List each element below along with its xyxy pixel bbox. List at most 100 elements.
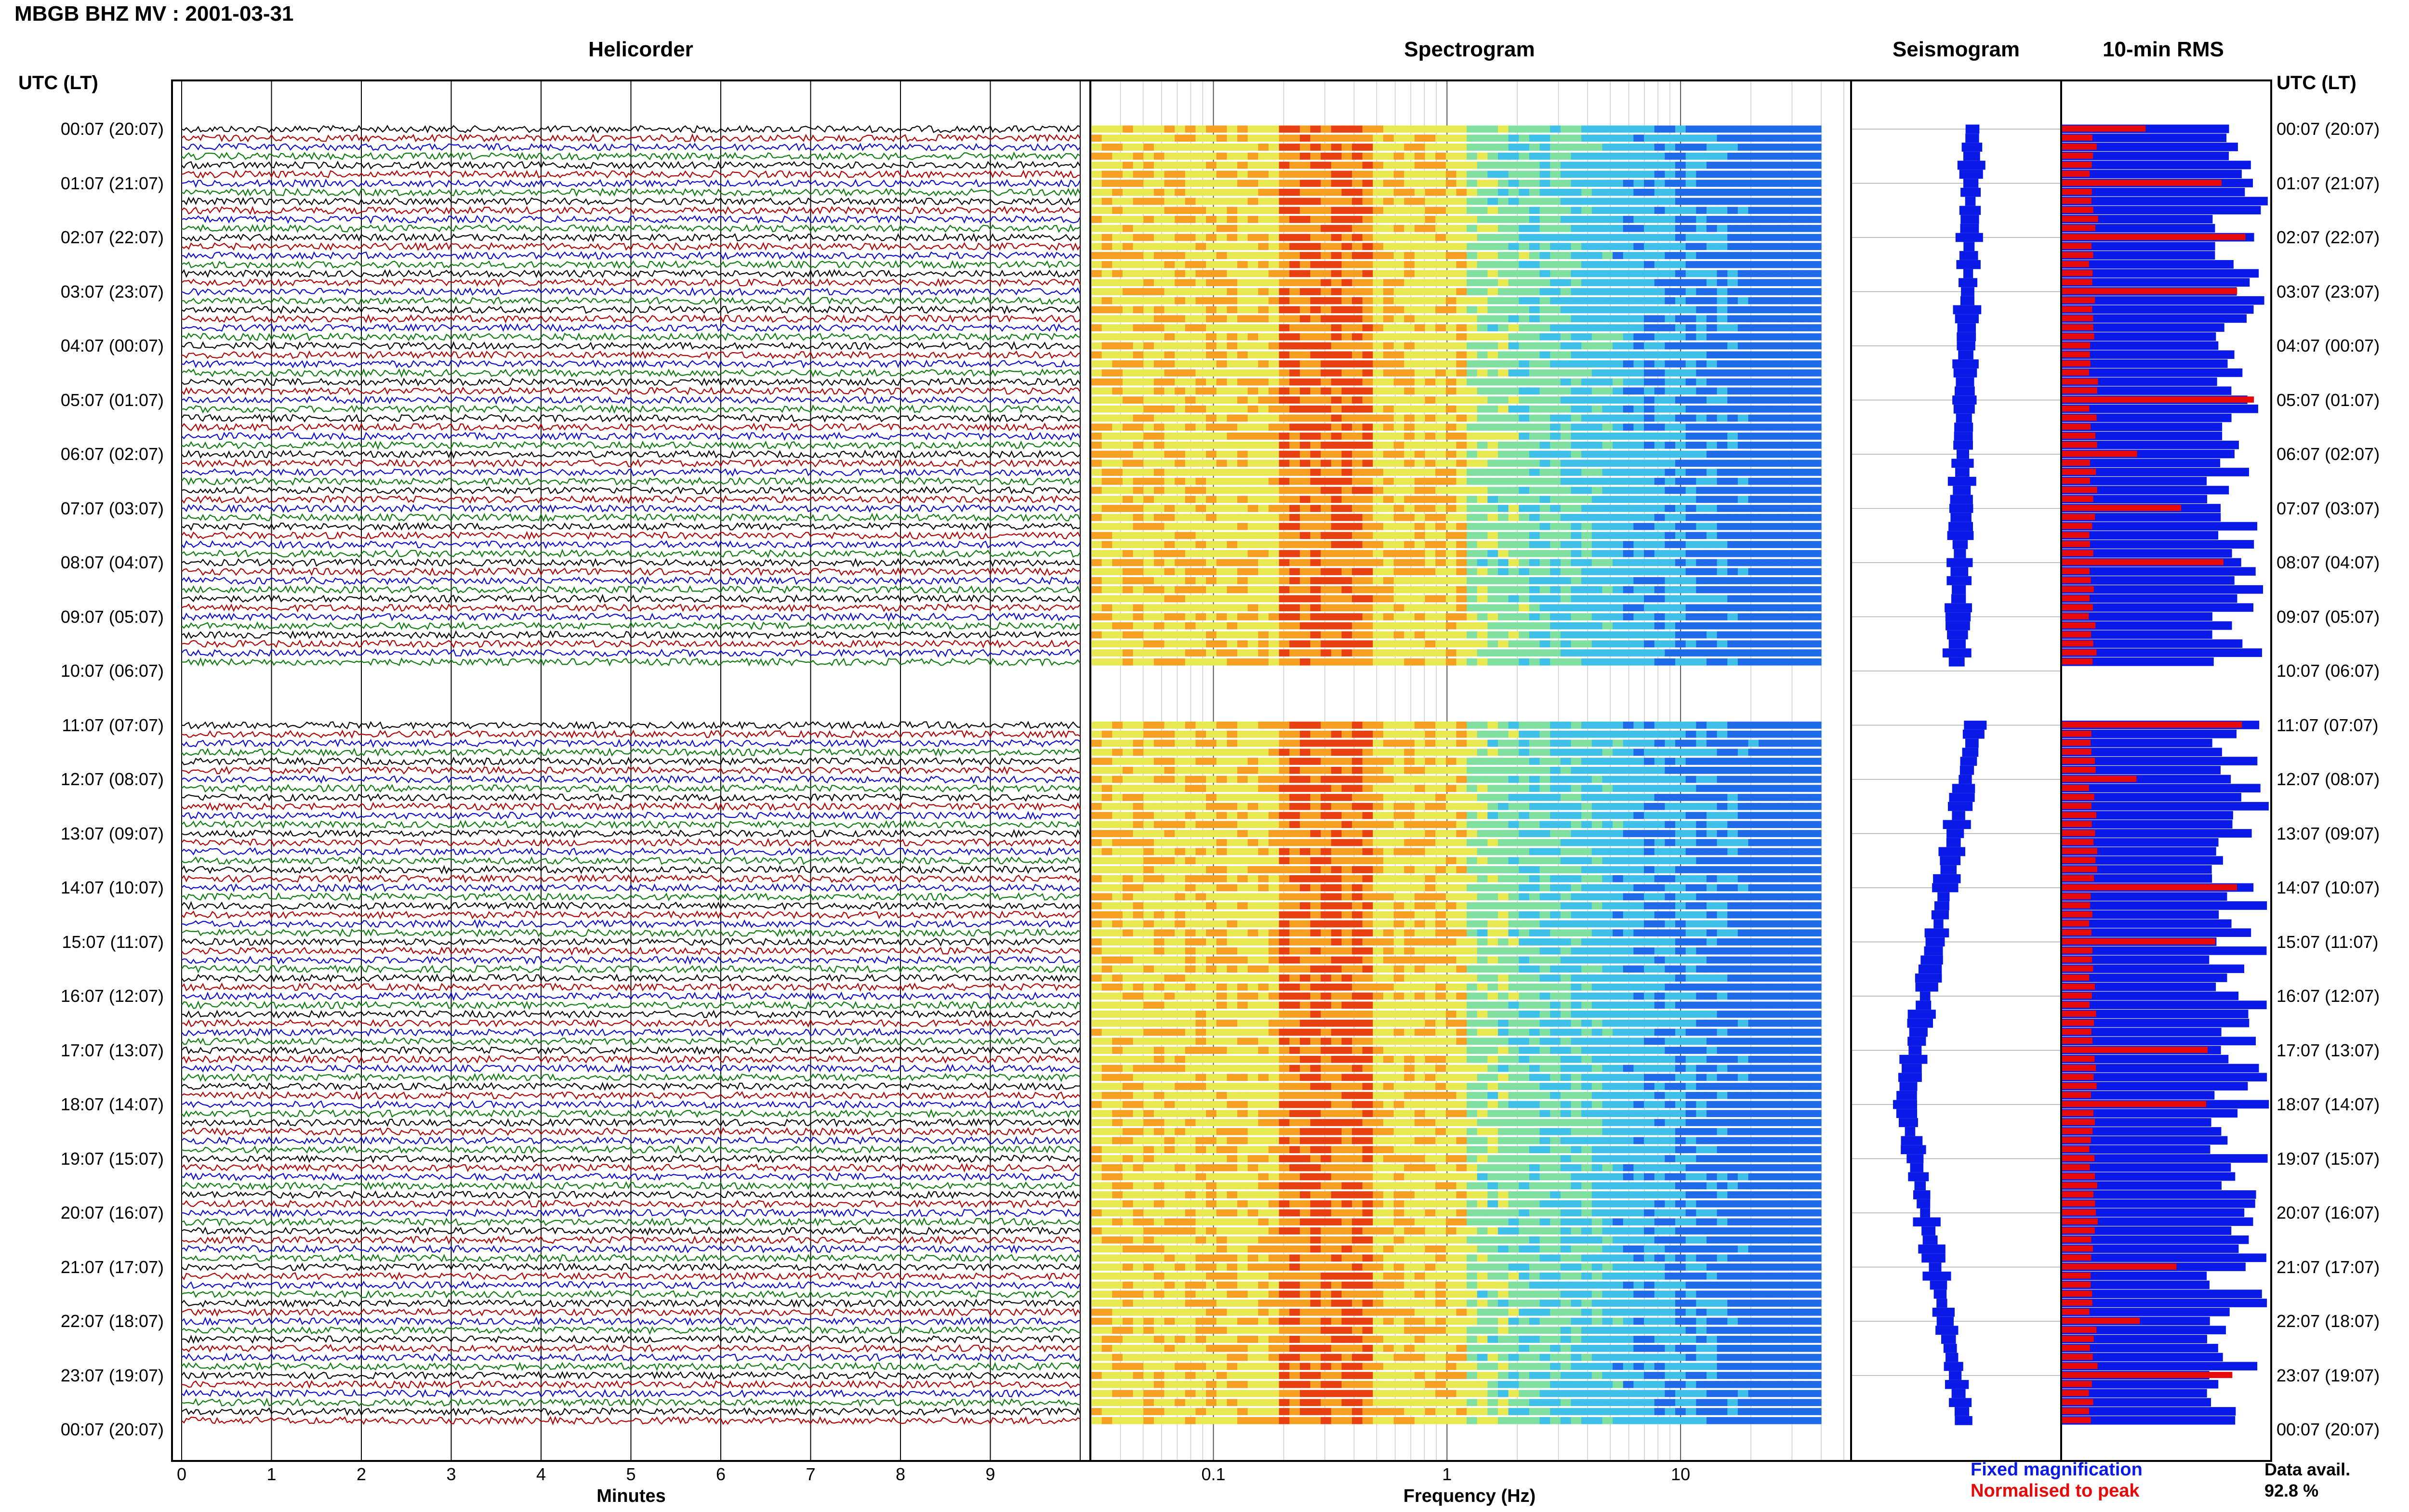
spectrogram-cell [1560,342,1572,350]
spectrogram-cell [1759,134,1770,142]
spectrogram-cell [1216,631,1227,639]
spectrogram-cell [1237,197,1248,205]
spectrogram-cell [1164,360,1175,368]
spectrogram-cell [1258,125,1269,133]
spectrogram-cell [1508,568,1519,576]
spectrogram-cell [1175,595,1186,603]
spectrogram-cell [1258,739,1269,747]
spectrogram-cell [1445,207,1457,214]
spectrogram-cell [1258,351,1269,359]
spectrogram-cell [1613,188,1624,196]
spectrogram-cell [1487,216,1498,223]
spectrogram-cell [1685,207,1696,214]
spectrogram-cell [1654,640,1665,648]
spectrogram-cell [1467,161,1478,169]
spectrogram-cell [1268,288,1280,295]
spectrogram-cell [1571,224,1582,232]
spectrogram-cell [1341,387,1352,395]
spectrogram-cell [1091,224,1102,232]
spectrogram-cell [1477,261,1488,268]
spectrogram-cell [1258,144,1269,151]
spectrogram-cell [1779,595,1790,603]
spectrogram-cell [1727,595,1738,603]
spectrogram-cell [1122,171,1134,178]
spectrogram-cell [1393,252,1404,259]
spectrogram-cell [1404,586,1415,593]
spectrogram-cell [1122,749,1134,756]
helicorder-trace [181,1163,1081,1173]
spectrogram-cell [1633,387,1644,395]
spectrogram-cell [1091,207,1102,214]
spectrogram-cell [1289,180,1300,187]
spectrogram-cell [1143,541,1154,548]
spectrogram-title: Spectrogram [1404,38,1535,61]
spectrogram-cell [1362,207,1373,214]
spectrogram-cell [1164,333,1175,341]
spectrogram-cell [1373,378,1384,386]
helicorder-trace [181,901,1081,911]
spectrogram-cell [1310,577,1321,584]
spectrogram-cell [1143,595,1154,603]
spectrogram-cell [1508,794,1519,801]
spectrogram-cell [1414,595,1426,603]
spectrogram-cell [1143,749,1154,756]
spectrogram-cell [1550,288,1561,295]
spectrogram-cell [1467,541,1478,548]
spectrogram-cell [1362,152,1373,160]
spectrogram-cell [1498,532,1509,539]
spectrogram-cell [1143,739,1154,747]
spectrogram-cell [1279,207,1290,214]
spectrogram-cell [1425,477,1436,485]
spectrogram-cell [1393,450,1404,458]
spectrogram-cell [1112,405,1123,413]
spectrogram-cell [1122,441,1134,449]
spectrogram-cell [1310,161,1321,169]
spectrogram-cell [1696,125,1707,133]
spectrogram-cell [1133,279,1144,287]
spectrogram-cell [1654,134,1665,142]
spectrogram-cell [1164,640,1175,648]
spectrogram-cell [1393,513,1404,521]
spectrogram-cell [1352,216,1363,223]
spectrogram-cell [1675,387,1686,395]
spectrogram-cell [1623,550,1634,557]
spectrogram-cell [1717,360,1728,368]
spectrogram-cell [1143,433,1154,440]
spectrogram-cell [1602,396,1613,404]
spectrogram-cell [1685,532,1696,539]
spectrogram-cell [1811,568,1822,576]
spectrogram-cell [1331,360,1342,368]
spectrogram-cell [1508,739,1519,747]
spectrogram-cell [1602,197,1613,205]
spectrogram-cell [1759,188,1770,196]
spectrogram-cell [1508,324,1519,331]
spectrogram-cell [1685,622,1696,630]
spectrogram-cell [1331,152,1342,160]
spectrogram-cell [1362,243,1373,250]
spectrogram-cell [1393,469,1404,476]
spectrogram-cell [1529,758,1540,765]
spectrogram-cell [1779,649,1790,657]
spectrogram-cell [1779,586,1790,593]
spectrogram-cell [1393,739,1404,747]
spectrogram-cell [1268,405,1280,413]
spectrogram-cell [1665,360,1676,368]
spectrogram-cell [1685,541,1696,548]
spectrogram-cell [1539,523,1550,530]
spectrogram-cell [1279,496,1290,503]
spectrogram-cell [1101,486,1112,494]
spectrogram-cell [1498,288,1509,295]
spectrogram-cell [1393,333,1404,341]
spectrogram-cell [1665,785,1676,792]
spectrogram-cell [1456,469,1467,476]
spectrogram-cell [1591,496,1603,503]
spectrogram-cell [1633,640,1644,648]
spectrogram-cell [1508,197,1519,205]
spectrogram-cell [1321,279,1332,287]
spectrogram-cell [1498,649,1509,657]
spectrogram-cell [1498,486,1509,494]
spectrogram-cell [1539,785,1550,792]
spectrogram-cell [1321,577,1332,584]
spectrogram-cell [1477,224,1488,232]
spectrogram-cell [1800,477,1811,485]
